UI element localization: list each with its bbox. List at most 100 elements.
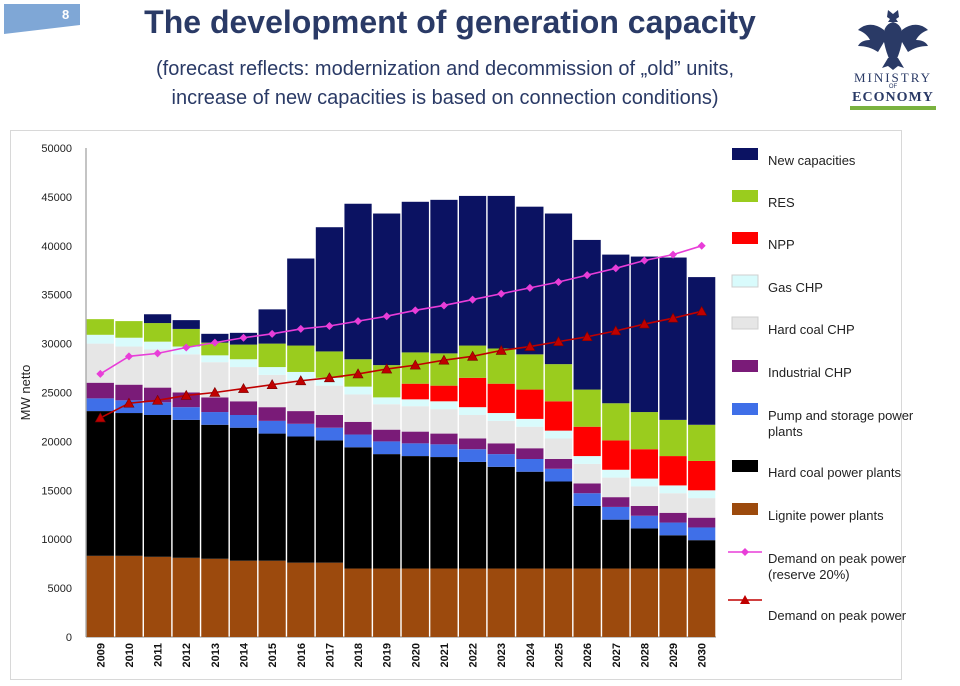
bar-segment-hard-coal-chp — [401, 406, 429, 432]
bar-segment-lignite-power-plants — [458, 568, 487, 637]
bar-segment-industrial-chp — [630, 505, 659, 516]
line-marker-diamond — [268, 329, 277, 338]
bar-segment-res — [659, 419, 687, 457]
legend-marker-diamond — [741, 548, 749, 556]
bar-segment-res — [86, 319, 114, 335]
bar-segment-res — [458, 345, 487, 378]
bar-segment-hard-coal-power-plants — [172, 419, 200, 558]
bar-segment-new-capacities — [458, 195, 487, 346]
line-marker-triangle — [552, 336, 565, 346]
line-marker-triangle — [524, 340, 536, 351]
bar-segment-npp — [573, 426, 601, 457]
logo-text-of: OF — [888, 84, 898, 90]
bar-segment-lignite-power-plants — [201, 558, 229, 637]
bar-segment-pump-and-storage-power-plants — [373, 441, 401, 455]
bar-segment-lignite-power-plants — [229, 560, 258, 637]
bar-segment-pump-and-storage-power-plants — [143, 402, 172, 415]
bar-segment-hard-coal-power-plants — [659, 535, 687, 569]
line-marker-triangle — [667, 312, 679, 323]
line-marker-triangle — [638, 318, 650, 329]
bar-segment-res — [229, 344, 258, 360]
bar-segment-hard-coal-chp — [516, 426, 544, 449]
y-tick-label: 45000 — [41, 192, 72, 204]
bar-segment-industrial-chp — [458, 438, 487, 450]
bar-segment-industrial-chp — [86, 382, 114, 399]
line-marker-triangle — [352, 368, 364, 379]
legend-swatch — [732, 403, 758, 415]
line-marker-triangle — [209, 386, 221, 397]
line-marker-triangle — [409, 359, 421, 370]
bar-segment-gas-chp — [630, 478, 659, 487]
bar-segment-gas-chp — [602, 469, 630, 478]
bar-segment-industrial-chp — [287, 411, 315, 424]
line-marker-diamond — [411, 306, 420, 315]
bar-segment-npp — [544, 401, 573, 431]
bar-segment-industrial-chp — [229, 401, 258, 415]
bar-segment-lignite-power-plants — [86, 555, 114, 637]
bar-segment-lignite-power-plants — [630, 568, 659, 637]
bar-segment-lignite-power-plants — [602, 568, 630, 637]
bar-segment-hard-coal-power-plants — [344, 447, 372, 569]
bar-segment-lignite-power-plants — [344, 568, 372, 637]
bar-segment-pump-and-storage-power-plants — [86, 398, 114, 412]
bar-segment-hard-coal-power-plants — [373, 454, 401, 569]
y-tick-label: 20000 — [41, 436, 72, 448]
y-tick-label: 30000 — [41, 339, 72, 351]
bar-segment-hard-coal-power-plants — [602, 519, 630, 569]
subtitle-line-2: increase of new capacities is based on c… — [171, 87, 719, 109]
legend-swatch — [732, 148, 758, 160]
x-tick-label: 2018 — [353, 643, 365, 667]
x-tick-label: 2009 — [95, 643, 107, 667]
bar-segment-res — [516, 354, 544, 390]
bar-segment-hard-coal-chp — [373, 404, 401, 430]
legend-swatch — [732, 460, 758, 472]
bar-segment-gas-chp — [344, 386, 372, 395]
bar-segment-gas-chp — [487, 413, 515, 421]
line-marker-triangle — [295, 375, 307, 386]
line-marker-diamond — [96, 369, 105, 378]
line-marker-triangle — [696, 305, 708, 316]
line-marker-diamond — [210, 338, 219, 347]
bar-segment-gas-chp — [143, 341, 172, 350]
legend-label: Gas CHP — [768, 280, 823, 295]
eagle-emblem-icon — [858, 10, 928, 70]
bar-segment-gas-chp — [573, 456, 601, 464]
x-tick-label: 2028 — [639, 643, 651, 667]
bar-segment-pump-and-storage-power-plants — [287, 423, 315, 437]
bar-segment-gas-chp — [544, 430, 573, 439]
bar-segment-industrial-chp — [544, 459, 573, 469]
line-marker-triangle — [123, 397, 135, 408]
bar-segment-npp — [630, 449, 659, 479]
bar-segment-hard-coal-chp — [315, 385, 344, 415]
bar-segment-lignite-power-plants — [373, 568, 401, 637]
line-marker-triangle — [94, 412, 106, 423]
bar-segment-pump-and-storage-power-plants — [430, 444, 458, 458]
line-marker-triangle — [237, 382, 250, 393]
bar-segment-hard-coal-power-plants — [315, 440, 344, 563]
line-marker-triangle — [581, 331, 593, 342]
bar-segment-gas-chp — [86, 334, 114, 344]
bar-segment-gas-chp — [115, 337, 143, 347]
bar-segment-gas-chp — [659, 485, 687, 494]
x-tick-label: 2021 — [439, 643, 451, 667]
line-marker-triangle — [266, 379, 278, 389]
bar-segment-npp — [401, 383, 429, 400]
bar-segment-res — [201, 342, 229, 356]
bar-segment-gas-chp — [688, 490, 716, 499]
line-marker-diamond — [468, 295, 477, 304]
y-tick-label: 40000 — [41, 241, 72, 253]
bar-segment-lignite-power-plants — [258, 560, 286, 637]
legend-swatch — [731, 274, 759, 288]
bar-segment-hard-coal-power-plants — [487, 466, 515, 569]
legend-label: Hard coal power plants — [768, 465, 901, 480]
line-marker-diamond — [525, 283, 534, 292]
y-tick-label: 50000 — [41, 143, 72, 155]
line-marker-diamond — [325, 321, 334, 330]
x-tick-label: 2029 — [668, 643, 680, 667]
bar-segment-industrial-chp — [602, 497, 630, 507]
bar-segment-new-capacities — [630, 256, 659, 413]
bar-segment-hard-coal-power-plants — [86, 411, 114, 556]
legend-label: Hard coal CHP — [768, 322, 855, 337]
bar-segment-res — [115, 321, 143, 338]
bar-segment-hard-coal-chp — [630, 486, 659, 506]
